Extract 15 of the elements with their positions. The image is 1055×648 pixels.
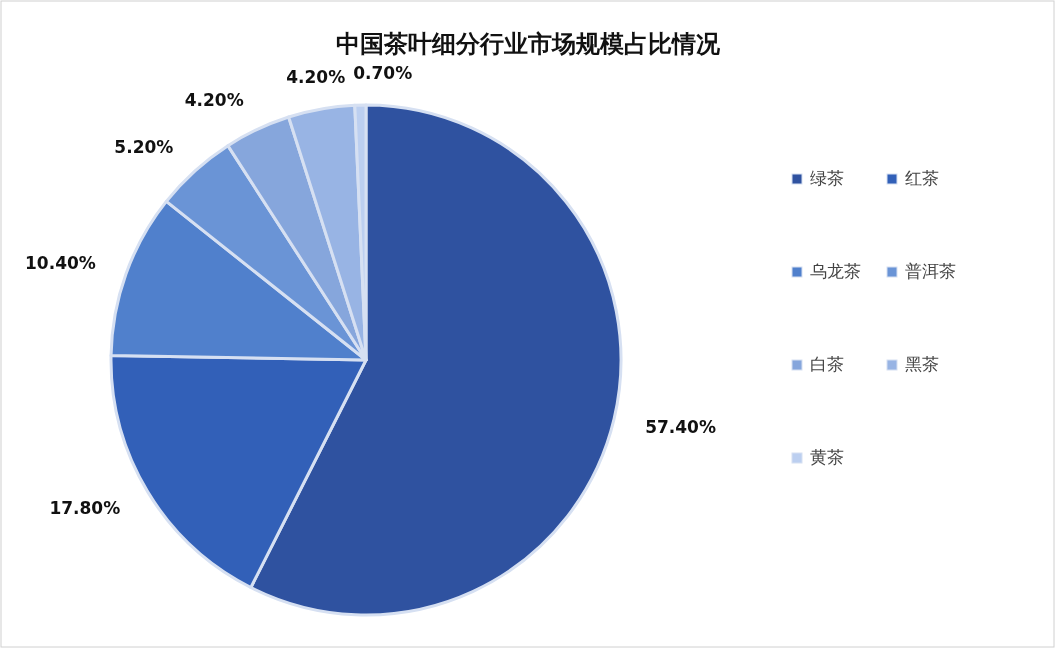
legend-label: 乌龙茶 [810, 261, 861, 281]
legend-label: 白茶 [810, 354, 844, 374]
legend-label: 绿茶 [810, 168, 844, 188]
data-label: 5.20% [114, 137, 174, 158]
legend-label: 黑茶 [905, 354, 939, 374]
legend-label: 黄茶 [810, 447, 844, 467]
data-label: 57.40% [645, 416, 716, 437]
data-label: 0.70% [353, 63, 413, 84]
data-label: 4.20% [286, 67, 346, 88]
data-label: 10.40% [25, 253, 96, 274]
legend-label: 红茶 [905, 168, 939, 188]
chart-title: 中国茶叶细分行业市场规模占比情况 [335, 30, 721, 58]
legend-label: 普洱茶 [905, 261, 956, 281]
data-label: 17.80% [49, 498, 121, 519]
data-label: 4.20% [184, 90, 244, 111]
